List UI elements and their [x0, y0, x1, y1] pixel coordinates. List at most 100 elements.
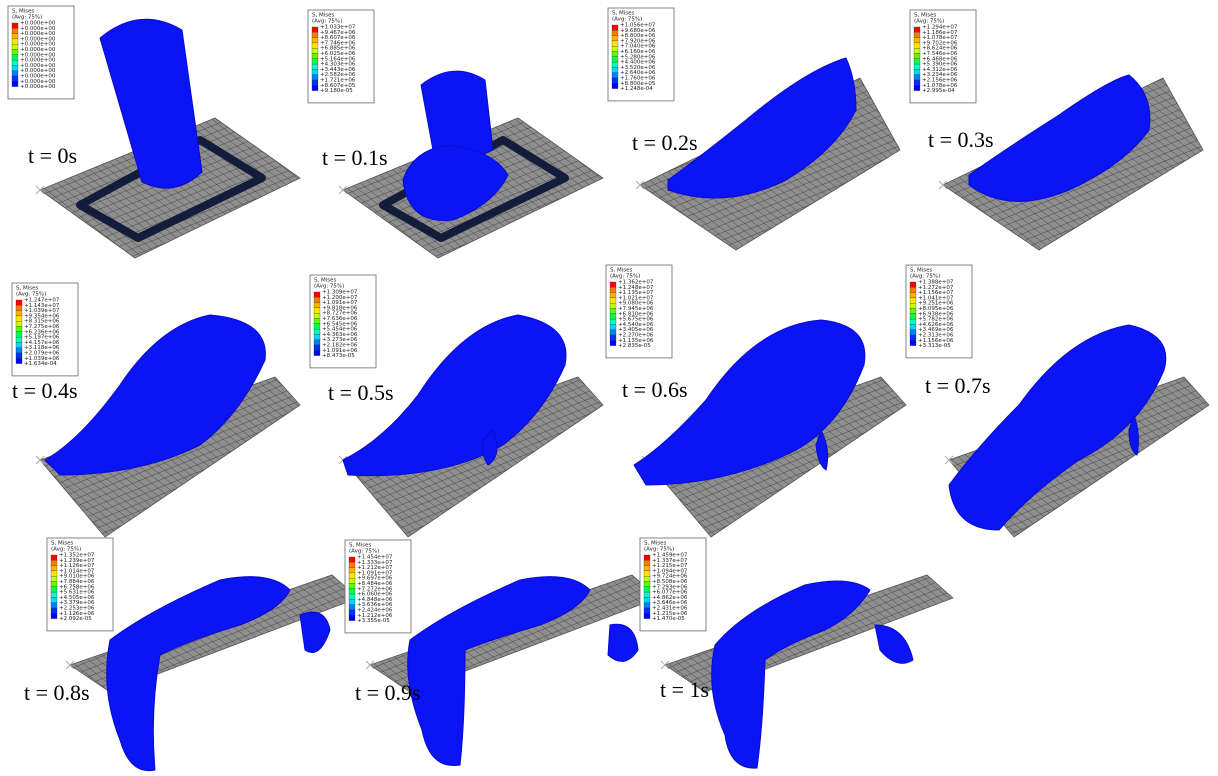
legend-swatch	[610, 298, 616, 303]
panel	[945, 325, 1209, 537]
panel	[939, 75, 1203, 250]
legend-swatch	[51, 560, 57, 565]
legend-swatch	[644, 592, 650, 597]
legend-swatch	[51, 571, 57, 576]
legend-swatch	[12, 39, 18, 44]
legend-swatch	[314, 308, 320, 313]
time-label: t = 0.4s	[12, 378, 78, 403]
legend-swatch	[612, 41, 618, 46]
legend-swatch	[312, 69, 318, 74]
legend-swatch	[16, 305, 22, 310]
legend-swatch	[612, 78, 618, 83]
deformed-body	[107, 577, 290, 771]
legend-swatch	[314, 329, 320, 334]
legend-swatch	[16, 332, 22, 337]
time-label: t = 0.5s	[328, 380, 394, 405]
legend-value: +8.473e-05	[322, 353, 355, 359]
legend-swatch	[610, 340, 616, 345]
legend-swatch	[910, 303, 916, 308]
legend-swatch	[312, 64, 318, 69]
deformed-body	[712, 581, 870, 768]
legend-swatch	[910, 314, 916, 319]
legend-swatch	[314, 345, 320, 350]
legend-swatch	[349, 573, 355, 578]
legend-swatch	[644, 608, 650, 613]
legend-swatch	[914, 27, 920, 32]
legend-swatch	[610, 303, 616, 308]
legend-swatch	[12, 71, 18, 76]
time-label: t = 0.6s	[622, 377, 688, 402]
legend-swatch	[12, 50, 18, 55]
legend-swatch	[51, 587, 57, 592]
legend-swatch	[910, 335, 916, 340]
legend-swatch	[12, 55, 18, 60]
legend-swatch	[610, 335, 616, 340]
legend-swatch	[314, 319, 320, 324]
legend-swatch	[12, 23, 18, 28]
time-label: t = 0.3s	[928, 127, 994, 152]
legend-swatch	[644, 603, 650, 608]
legend-swatch	[612, 62, 618, 67]
legend-swatch	[349, 568, 355, 573]
legend-swatch	[16, 316, 22, 321]
legend-swatch	[12, 44, 18, 49]
legend-swatch	[644, 576, 650, 581]
legend-swatch	[914, 80, 920, 85]
legend-swatch	[644, 555, 650, 560]
legend-swatch	[914, 64, 920, 69]
legend-swatch	[914, 54, 920, 59]
legend-swatch	[16, 321, 22, 326]
legend-swatch	[910, 309, 916, 314]
legend-swatch	[610, 319, 616, 324]
legend-swatch	[312, 38, 318, 43]
legend-swatch	[644, 571, 650, 576]
legend-swatch	[914, 32, 920, 37]
legend-swatch	[910, 330, 916, 335]
legend-swatch	[314, 313, 320, 318]
legend-swatch	[914, 38, 920, 43]
legend-swatch	[349, 562, 355, 567]
legend-swatch	[16, 342, 22, 347]
legend-swatch	[16, 300, 22, 305]
legend-swatch	[349, 610, 355, 615]
legend-swatch	[612, 67, 618, 72]
legend-swatch	[51, 597, 57, 602]
legend-swatch	[312, 27, 318, 32]
legend-swatch	[610, 314, 616, 319]
time-label: t = 0.8s	[24, 680, 90, 705]
legend-swatch	[314, 303, 320, 308]
legend-swatch	[612, 57, 618, 62]
legend-swatch	[16, 311, 22, 316]
legend-swatch	[349, 584, 355, 589]
legend-swatch	[12, 28, 18, 33]
legend-swatch	[910, 282, 916, 287]
legend-swatch	[16, 358, 22, 363]
legend-swatch	[312, 43, 318, 48]
legend-swatch	[914, 75, 920, 80]
legend-swatch	[612, 30, 618, 35]
legend-swatch	[312, 59, 318, 64]
time-label: t = 1s	[660, 677, 709, 702]
panel	[36, 19, 300, 258]
legend-swatch	[16, 348, 22, 353]
legend-swatch	[12, 81, 18, 86]
deformed-body	[300, 612, 330, 652]
deformed-body	[421, 71, 493, 157]
legend-swatch	[51, 613, 57, 618]
deformed-body	[408, 577, 590, 766]
legend-swatch	[51, 576, 57, 581]
legend-swatch	[910, 340, 916, 345]
legend-swatch	[610, 282, 616, 287]
legend-swatch	[312, 54, 318, 59]
legend-swatch	[12, 34, 18, 39]
legend-swatch	[612, 36, 618, 41]
legend-swatch	[349, 578, 355, 583]
legend-swatch	[16, 337, 22, 342]
legend-value: +2.092e-05	[59, 616, 92, 622]
legend-value: +0.000e+00	[20, 84, 56, 90]
legend-swatch	[910, 298, 916, 303]
legend-swatch	[51, 555, 57, 560]
legend-swatch	[314, 334, 320, 339]
legend-value: +3.355e-05	[357, 618, 390, 624]
legend-swatch	[644, 566, 650, 571]
